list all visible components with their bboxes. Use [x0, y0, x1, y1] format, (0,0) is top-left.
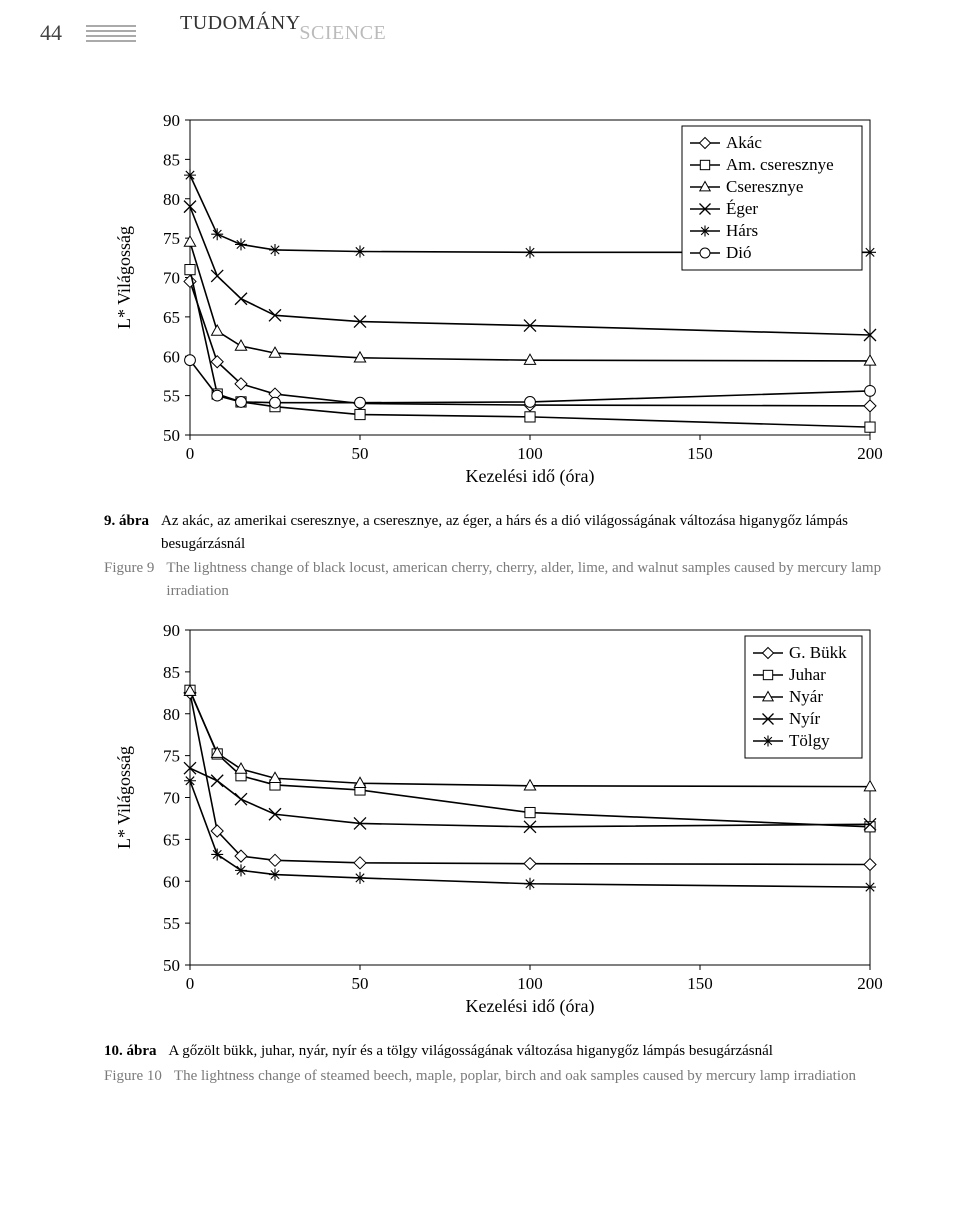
svg-text:70: 70 [163, 269, 180, 288]
page-header-title: TUDOMÁNY SCIENCE [180, 12, 386, 35]
svg-text:Tölgy: Tölgy [789, 731, 830, 750]
svg-text:50: 50 [163, 956, 180, 975]
svg-text:60: 60 [163, 347, 180, 366]
svg-text:50: 50 [352, 444, 369, 463]
svg-text:55: 55 [163, 387, 180, 406]
header-title-en: SCIENCE [299, 22, 386, 44]
svg-text:Nyár: Nyár [789, 687, 823, 706]
page: 44 TUDOMÁNY SCIENCE 50556065707580859005… [0, 0, 960, 1129]
caption-label-hu: 9. ábra [104, 510, 149, 555]
caption-label-en: Figure 10 [104, 1065, 162, 1088]
svg-text:200: 200 [857, 974, 883, 993]
svg-text:Akác: Akác [726, 133, 762, 152]
svg-text:50: 50 [163, 426, 180, 445]
svg-text:75: 75 [163, 747, 180, 766]
caption-text-hu: A gőzölt bükk, juhar, nyár, nyír és a tö… [169, 1040, 773, 1063]
svg-text:80: 80 [163, 705, 180, 724]
caption-text-en: The lightness change of black locust, am… [166, 557, 900, 602]
svg-text:G. Bükk: G. Bükk [789, 643, 847, 662]
figure-9-chart: 50 55 60 65 70 75 80 85 90 0 50 100 150 200 Kezelési i… [100, 110, 900, 490]
svg-text:65: 65 [163, 830, 180, 849]
svg-text:150: 150 [687, 444, 713, 463]
svg-text:Cseresznye: Cseresznye [726, 177, 803, 196]
figure-10-chart: 50 55 60 65 70 75 80 85 90 0 50 100 150 200 Kezelési i… [100, 620, 900, 1020]
figure-9-caption: 9. ábra Az akác, az amerikai cseresznye,… [100, 510, 900, 602]
caption-label-en: Figure 9 [104, 557, 154, 602]
header-title-hu: TUDOMÁNY [180, 12, 300, 34]
page-header-left: 44 [40, 20, 136, 46]
svg-text:200: 200 [857, 444, 883, 463]
svg-text:Juhar: Juhar [789, 665, 826, 684]
caption-label-hu: 10. ábra [104, 1040, 157, 1063]
svg-text:90: 90 [163, 111, 180, 130]
svg-text:Nyír: Nyír [789, 709, 821, 728]
svg-text:65: 65 [163, 308, 180, 327]
svg-text:Am. cseresznye: Am. cseresznye [726, 155, 834, 174]
svg-text:L* Világosság: L* Világosság [114, 746, 134, 849]
svg-text:85: 85 [163, 150, 180, 169]
svg-text:0: 0 [186, 444, 195, 463]
svg-text:60: 60 [163, 872, 180, 891]
svg-text:150: 150 [687, 974, 713, 993]
svg-text:80: 80 [163, 190, 180, 209]
svg-text:Kezelési idő (óra): Kezelési idő (óra) [466, 996, 595, 1017]
svg-text:Hárs: Hárs [726, 221, 758, 240]
svg-text:70: 70 [163, 789, 180, 808]
svg-text:Dió: Dió [726, 243, 752, 262]
svg-text:Éger: Éger [726, 199, 758, 218]
svg-text:50: 50 [352, 974, 369, 993]
svg-text:Kezelési idő (óra): Kezelési idő (óra) [466, 466, 595, 487]
header-decor-lines [86, 25, 136, 42]
caption-text-hu: Az akác, az amerikai cseresznye, a csere… [161, 510, 900, 555]
svg-text:L* Világosság: L* Világosság [114, 226, 134, 329]
svg-text:90: 90 [163, 621, 180, 640]
svg-text:100: 100 [517, 444, 543, 463]
svg-text:100: 100 [517, 974, 543, 993]
svg-text:85: 85 [163, 663, 180, 682]
svg-text:0: 0 [186, 974, 195, 993]
figure-10-caption: 10. ábra A gőzölt bükk, juhar, nyár, nyí… [100, 1040, 900, 1087]
page-number: 44 [40, 20, 62, 46]
svg-text:75: 75 [163, 229, 180, 248]
svg-text:55: 55 [163, 914, 180, 933]
caption-text-en: The lightness change of steamed beech, m… [174, 1065, 856, 1088]
